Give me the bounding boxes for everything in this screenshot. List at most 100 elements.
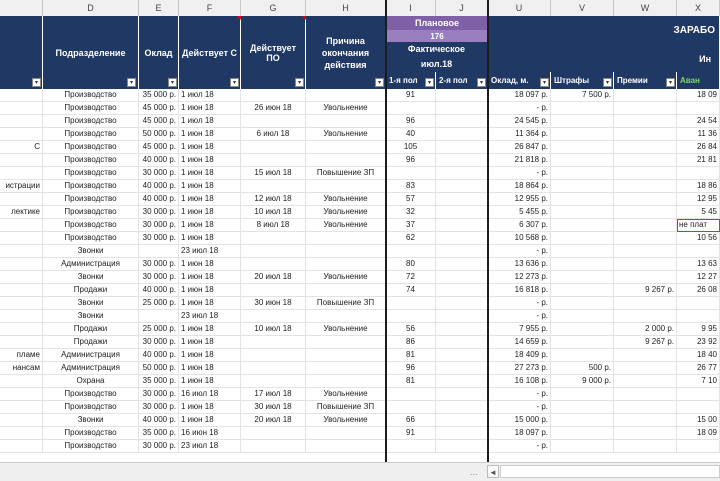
cell-f[interactable]: 1 июн 18 xyxy=(179,167,241,180)
cell-h[interactable] xyxy=(306,141,386,154)
cell-x[interactable]: 23 92 xyxy=(677,336,720,349)
cell-h[interactable]: Увольнение xyxy=(306,128,386,141)
cell-x[interactable]: 10 56 xyxy=(677,232,720,245)
column-header-u[interactable]: U xyxy=(488,0,551,16)
cell-v[interactable] xyxy=(551,258,614,271)
cell-i[interactable]: 57 xyxy=(386,193,436,206)
cell-x[interactable]: 26 84 xyxy=(677,141,720,154)
cell-f[interactable]: 1 июн 18 xyxy=(179,180,241,193)
column-header-i[interactable]: I xyxy=(386,0,436,16)
cell-d[interactable]: Звонки xyxy=(43,297,139,310)
cell-f[interactable]: 1 июн 18 xyxy=(179,154,241,167)
cell-x[interactable] xyxy=(677,401,720,414)
cell-v[interactable] xyxy=(551,115,614,128)
cell-e[interactable]: 30 000 р. xyxy=(139,167,179,180)
cell-a[interactable]: истрации xyxy=(0,180,43,193)
cell-w[interactable] xyxy=(614,115,677,128)
cell-j[interactable] xyxy=(436,245,488,258)
cell-a[interactable] xyxy=(0,414,43,427)
cell-h[interactable] xyxy=(306,115,386,128)
cell-w[interactable] xyxy=(614,128,677,141)
cell-g[interactable] xyxy=(241,310,306,323)
cell-i[interactable]: 81 xyxy=(386,375,436,388)
cell-d[interactable]: Администрация xyxy=(43,258,139,271)
cell-v[interactable]: 7 500 р. xyxy=(551,89,614,102)
cell-w[interactable]: 9 267 р. xyxy=(614,336,677,349)
filter-dropdown-icon[interactable]: ▾ xyxy=(477,78,486,87)
cell-w[interactable] xyxy=(614,193,677,206)
cell-u[interactable]: 12 955 р. xyxy=(488,193,551,206)
cell-i[interactable]: 66 xyxy=(386,414,436,427)
cell-i[interactable]: 72 xyxy=(386,271,436,284)
cell-w[interactable] xyxy=(614,440,677,453)
cell-j[interactable] xyxy=(436,336,488,349)
cell-i[interactable] xyxy=(386,297,436,310)
filter-dropdown-icon[interactable]: ▾ xyxy=(603,78,612,87)
cell-a[interactable] xyxy=(0,401,43,414)
cell-h[interactable] xyxy=(306,180,386,193)
column-header-v[interactable]: V xyxy=(551,0,614,16)
cell-i[interactable]: 74 xyxy=(386,284,436,297)
cell-i[interactable] xyxy=(386,310,436,323)
cell-d[interactable]: Производство xyxy=(43,232,139,245)
cell-a[interactable] xyxy=(0,310,43,323)
cell-j[interactable] xyxy=(436,414,488,427)
cell-e[interactable]: 35 000 р. xyxy=(139,427,179,440)
cell-d[interactable]: Производство xyxy=(43,219,139,232)
cell-x[interactable] xyxy=(677,245,720,258)
cell-x[interactable]: 18 86 xyxy=(677,180,720,193)
cell-f[interactable]: 23 июл 18 xyxy=(179,310,241,323)
cell-v[interactable] xyxy=(551,349,614,362)
cell-v[interactable] xyxy=(551,271,614,284)
cell-x[interactable]: 18 40 xyxy=(677,349,720,362)
cell-w[interactable] xyxy=(614,375,677,388)
cell-u[interactable]: 18 409 р. xyxy=(488,349,551,362)
cell-d[interactable]: Производство xyxy=(43,167,139,180)
cell-j[interactable] xyxy=(436,440,488,453)
cell-h[interactable] xyxy=(306,310,386,323)
cell-e[interactable]: 30 000 р. xyxy=(139,271,179,284)
cell-e[interactable]: 35 000 р. xyxy=(139,89,179,102)
cell-x[interactable]: 12 95 xyxy=(677,193,720,206)
cell-u[interactable]: 12 273 р. xyxy=(488,271,551,284)
cell-g[interactable] xyxy=(241,89,306,102)
cell-i[interactable]: 37 xyxy=(386,219,436,232)
cell-e[interactable]: 45 000 р. xyxy=(139,102,179,115)
cell-i[interactable] xyxy=(386,245,436,258)
cell-a[interactable] xyxy=(0,284,43,297)
cell-w[interactable]: 9 267 р. xyxy=(614,284,677,297)
cell-h[interactable]: Увольнение xyxy=(306,206,386,219)
cell-d[interactable]: Производство xyxy=(43,193,139,206)
cell-v[interactable] xyxy=(551,336,614,349)
cell-d[interactable]: Производство xyxy=(43,388,139,401)
cell-w[interactable] xyxy=(614,271,677,284)
filter-dropdown-icon[interactable]: ▾ xyxy=(425,78,434,87)
cell-j[interactable] xyxy=(436,375,488,388)
cell-v[interactable] xyxy=(551,180,614,193)
cell-e[interactable]: 25 000 р. xyxy=(139,323,179,336)
cell-h[interactable]: Повышение ЗП xyxy=(306,401,386,414)
cell-j[interactable] xyxy=(436,219,488,232)
column-header-x[interactable]: X xyxy=(677,0,720,16)
cell-v[interactable] xyxy=(551,284,614,297)
cell-g[interactable] xyxy=(241,440,306,453)
cell-a[interactable] xyxy=(0,375,43,388)
cell-d[interactable]: Охрана xyxy=(43,375,139,388)
cell-h[interactable]: Увольнение xyxy=(306,388,386,401)
cell-i[interactable] xyxy=(386,388,436,401)
cell-g[interactable]: 8 июл 18 xyxy=(241,219,306,232)
cell-i[interactable] xyxy=(386,401,436,414)
column-header-e[interactable]: E xyxy=(139,0,179,16)
cell-g[interactable] xyxy=(241,154,306,167)
cell-i[interactable]: 83 xyxy=(386,180,436,193)
cell-v[interactable] xyxy=(551,310,614,323)
cell-g[interactable] xyxy=(241,375,306,388)
cell-u[interactable]: - р. xyxy=(488,167,551,180)
cell-i[interactable]: 80 xyxy=(386,258,436,271)
cell-d[interactable]: Производство xyxy=(43,141,139,154)
cell-j[interactable] xyxy=(436,427,488,440)
cell-g[interactable] xyxy=(241,141,306,154)
cell-e[interactable]: 45 000 р. xyxy=(139,115,179,128)
cell-u[interactable]: 24 545 р. xyxy=(488,115,551,128)
cell-e[interactable]: 30 000 р. xyxy=(139,219,179,232)
